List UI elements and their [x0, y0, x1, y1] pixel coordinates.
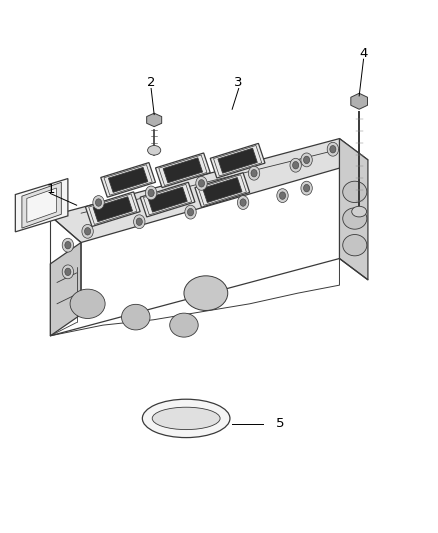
Polygon shape	[202, 177, 242, 203]
Polygon shape	[50, 243, 81, 336]
Circle shape	[134, 215, 145, 229]
Text: 2: 2	[147, 76, 155, 89]
Polygon shape	[218, 148, 257, 173]
Circle shape	[145, 186, 157, 200]
Ellipse shape	[352, 206, 367, 217]
Text: 3: 3	[234, 76, 243, 89]
Ellipse shape	[343, 235, 367, 256]
Circle shape	[65, 241, 71, 249]
Polygon shape	[163, 158, 202, 183]
Circle shape	[93, 196, 104, 209]
Circle shape	[148, 189, 154, 197]
Ellipse shape	[343, 208, 367, 229]
Polygon shape	[147, 113, 162, 127]
Circle shape	[301, 153, 312, 167]
Circle shape	[62, 238, 74, 252]
Polygon shape	[210, 143, 265, 178]
Polygon shape	[101, 163, 155, 197]
Circle shape	[304, 156, 310, 164]
Ellipse shape	[170, 313, 198, 337]
Ellipse shape	[152, 407, 220, 430]
Circle shape	[240, 199, 246, 206]
Circle shape	[82, 224, 93, 238]
Circle shape	[327, 142, 339, 156]
Circle shape	[185, 205, 196, 219]
Text: 4: 4	[359, 47, 368, 60]
Circle shape	[251, 169, 257, 177]
Polygon shape	[109, 167, 148, 192]
Polygon shape	[50, 139, 368, 243]
Circle shape	[65, 268, 71, 276]
Polygon shape	[339, 139, 368, 280]
Circle shape	[95, 199, 102, 206]
Circle shape	[330, 146, 336, 153]
Polygon shape	[85, 192, 140, 227]
Circle shape	[277, 189, 288, 203]
Circle shape	[248, 166, 260, 180]
Ellipse shape	[142, 399, 230, 438]
Polygon shape	[140, 182, 195, 217]
Polygon shape	[155, 153, 210, 188]
Circle shape	[290, 158, 301, 172]
Polygon shape	[93, 197, 132, 222]
Circle shape	[293, 161, 299, 169]
Text: 5: 5	[276, 417, 285, 430]
Polygon shape	[351, 93, 367, 109]
Circle shape	[279, 192, 286, 199]
Polygon shape	[27, 188, 57, 222]
Ellipse shape	[343, 181, 367, 203]
Circle shape	[187, 208, 194, 216]
Ellipse shape	[70, 289, 105, 318]
Polygon shape	[148, 187, 187, 212]
Circle shape	[237, 196, 249, 209]
Polygon shape	[15, 179, 68, 232]
Ellipse shape	[148, 146, 161, 155]
Polygon shape	[22, 182, 61, 228]
Polygon shape	[195, 173, 250, 207]
Circle shape	[136, 218, 142, 225]
Circle shape	[85, 228, 91, 235]
Ellipse shape	[184, 276, 228, 310]
Ellipse shape	[121, 304, 150, 330]
Circle shape	[304, 184, 310, 192]
Text: 1: 1	[46, 183, 55, 196]
Circle shape	[196, 176, 207, 190]
Circle shape	[198, 180, 205, 187]
Circle shape	[301, 181, 312, 195]
Circle shape	[62, 265, 74, 279]
